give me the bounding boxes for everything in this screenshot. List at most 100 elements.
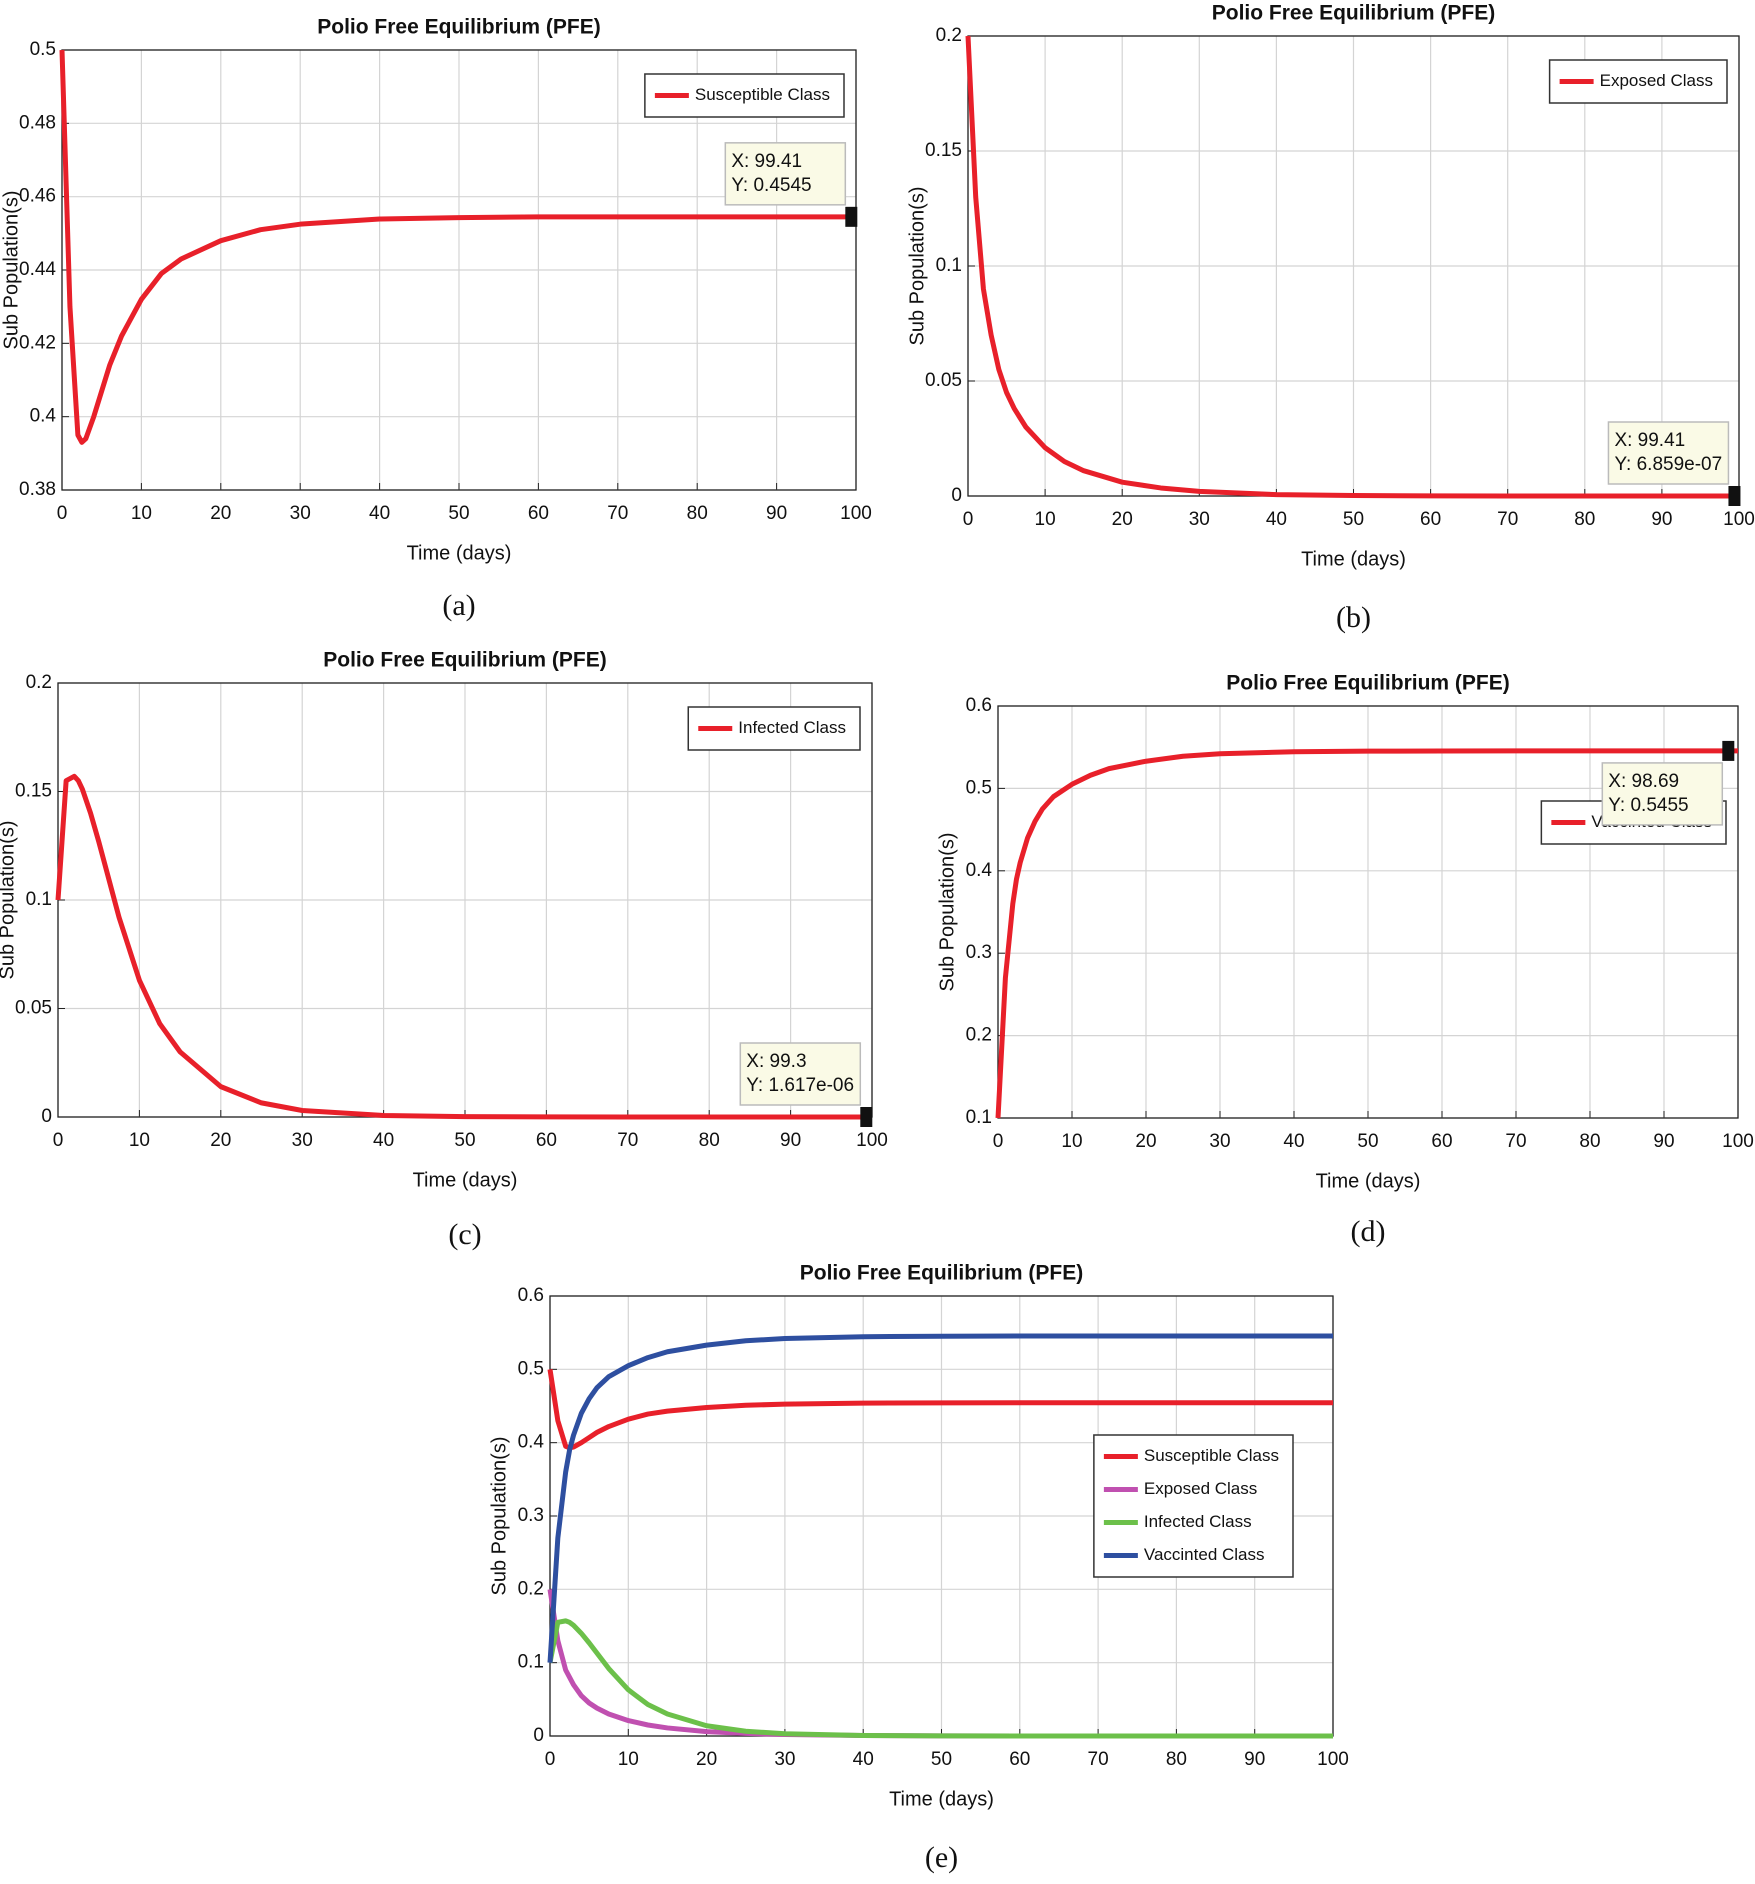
x-tick-label: 30: [292, 1130, 313, 1151]
data-tip-text: Y: 1.617e-06: [746, 1075, 854, 1096]
y-tick-label: 0.3: [966, 942, 992, 963]
x-tick-label: 0: [53, 1130, 64, 1151]
x-tick-label: 40: [373, 1130, 394, 1151]
legend-label: Infected Class: [738, 718, 846, 737]
legend: Susceptible Class: [644, 73, 845, 118]
x-tick-label: 10: [1035, 509, 1056, 530]
x-tick-label: 70: [1505, 1131, 1526, 1152]
x-tick-label: 80: [687, 503, 708, 524]
y-tick-label: 0.4: [966, 860, 993, 881]
data-line: [965, 35, 1739, 499]
x-tick-label: 90: [1651, 509, 1672, 530]
legend-label: Exposed Class: [1144, 1479, 1257, 1498]
x-tick-label: 10: [131, 503, 152, 524]
data-tip-marker: [845, 206, 858, 227]
data-tip-text: Y: 0.4545: [731, 175, 811, 196]
x-tick-label: 50: [1357, 1131, 1378, 1152]
x-tick-label: 80: [699, 1130, 720, 1151]
data-tip: X: 99.3 Y: 1.617e-06: [739, 1042, 873, 1127]
y-axis-label: Sub Population(s): [906, 187, 928, 346]
x-tick-label: 50: [454, 1130, 475, 1151]
y-tick-label: 0.1: [26, 889, 52, 910]
legend-label: Susceptible Class: [1144, 1446, 1279, 1465]
y-tick-label: 0: [41, 1106, 52, 1127]
x-tick-label: 100: [1317, 1749, 1349, 1770]
x-tick-label: 0: [963, 509, 974, 530]
caption: (c): [448, 1218, 481, 1251]
x-axis-label: Time (days): [413, 1169, 518, 1191]
x-tick-label: 20: [1112, 509, 1133, 530]
x-tick-label: 0: [545, 1749, 556, 1770]
y-tick-label: 0.05: [925, 370, 962, 391]
data-tip: X: 99.41 Y: 0.4545: [724, 142, 858, 227]
data-tip-box: [1607, 421, 1730, 485]
y-axis-label: Sub Population(s): [0, 191, 22, 350]
x-tick-label: 100: [1722, 1131, 1754, 1152]
y-tick-label: 0.15: [925, 140, 962, 161]
chart-title: Polio Free Equilibrium (PFE): [323, 649, 607, 672]
y-tick-label: 0.4: [30, 406, 57, 427]
x-tick-label: 20: [1135, 1131, 1156, 1152]
legend: Susceptible Class Exposed Class Infected C…: [1093, 1434, 1294, 1578]
x-tick-label: 10: [618, 1749, 639, 1770]
y-tick-label: 0.44: [19, 259, 56, 280]
y-tick-label: 0.6: [518, 1285, 544, 1306]
x-axis-label: Time (days): [1316, 1170, 1421, 1192]
y-tick-label: 0.2: [518, 1578, 544, 1599]
x-tick-label: 100: [1723, 509, 1755, 530]
x-tick-label: 30: [1189, 509, 1210, 530]
x-tick-label: 50: [448, 503, 469, 524]
x-tick-label: 30: [290, 503, 311, 524]
caption: (d): [1351, 1215, 1386, 1248]
x-tick-label: 70: [607, 503, 628, 524]
data-tip-text: X: 99.41: [1614, 430, 1685, 451]
x-tick-label: 100: [840, 503, 872, 524]
chart-title: Polio Free Equilibrium (PFE): [317, 16, 601, 39]
data-tip-text: Y: 6.859e-07: [1614, 454, 1722, 475]
x-tick-label: 70: [1088, 1749, 1109, 1770]
plot-frame: [997, 705, 1739, 1119]
chart-title: Polio Free Equilibrium (PFE): [1212, 2, 1496, 25]
y-tick-label: 0.2: [936, 25, 962, 46]
x-tick-label: 40: [369, 503, 390, 524]
data-tip: X: 99.41 Y: 6.859e-07: [1607, 421, 1741, 506]
data-tip-text: X: 98.69: [1608, 771, 1679, 792]
x-tick-label: 80: [1579, 1131, 1600, 1152]
data-tip-text: X: 99.41: [731, 151, 802, 172]
x-axis-label: Time (days): [407, 542, 512, 564]
x-tick-label: 70: [1497, 509, 1518, 530]
chart-title: Polio Free Equilibrium (PFE): [1226, 672, 1510, 695]
x-tick-label: 60: [536, 1130, 557, 1151]
x-axis-label: Time (days): [889, 1788, 994, 1810]
x-tick-label: 60: [1420, 509, 1441, 530]
chart-title: Polio Free Equilibrium (PFE): [800, 1262, 1084, 1285]
legend-label: Susceptible Class: [695, 85, 830, 104]
x-tick-label: 30: [1209, 1131, 1230, 1152]
y-tick-label: 0.46: [19, 186, 56, 207]
y-tick-label: 0: [533, 1725, 544, 1746]
y-tick-label: 0.4: [518, 1432, 545, 1453]
legend: Infected Class: [687, 706, 861, 751]
data-tip-box: [739, 1042, 862, 1106]
data-tip-box: [724, 142, 847, 206]
y-axis-label: Sub Population(s): [0, 821, 18, 980]
legend: Exposed Class: [1548, 59, 1728, 104]
data-tip-marker: [1722, 740, 1735, 761]
y-tick-label: 0.6: [966, 695, 992, 716]
x-tick-label: 90: [780, 1130, 801, 1151]
y-tick-label: 0.1: [518, 1652, 544, 1673]
y-tick-label: 0.1: [936, 255, 962, 276]
caption: (b): [1336, 601, 1371, 634]
y-axis-label: Sub Population(s): [488, 1437, 510, 1596]
y-tick-label: 0.3: [518, 1505, 544, 1526]
x-tick-label: 30: [774, 1749, 795, 1770]
y-tick-label: 0.5: [518, 1358, 544, 1379]
x-tick-label: 100: [856, 1130, 888, 1151]
x-tick-label: 90: [766, 503, 787, 524]
y-tick-label: 0: [951, 485, 962, 506]
legend-label: Infected Class: [1144, 1512, 1252, 1531]
x-tick-label: 80: [1574, 509, 1595, 530]
y-tick-label: 0.48: [19, 112, 56, 133]
y-tick-label: 0.15: [15, 781, 52, 802]
